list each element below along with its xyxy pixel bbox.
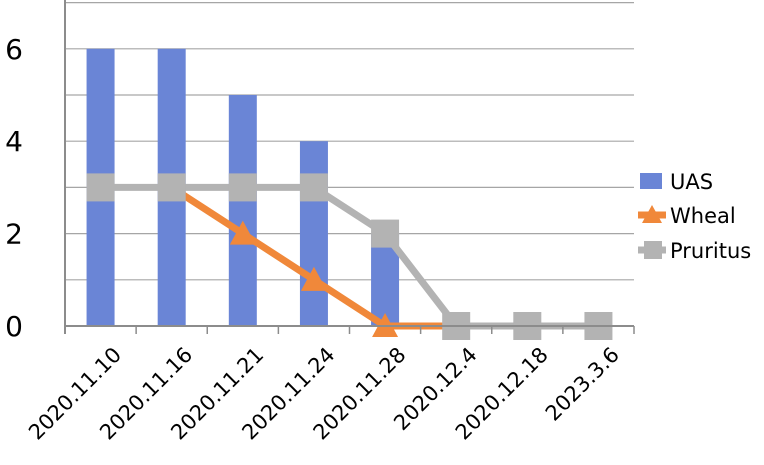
pruritus-point [371,219,400,248]
wheal-legend-label: Wheal [670,204,736,228]
pruritus-legend-marker [644,241,662,259]
uas-bar [299,141,328,326]
pruritus-point [86,173,115,202]
x-tick-label: 2023.3.6 [541,343,624,426]
y-tick-label: 2 [5,218,23,251]
pruritus-point [299,173,328,202]
uas-bar [228,95,257,326]
wheal-point [229,220,256,245]
wheal-point [300,266,327,291]
gridlines [65,1,634,281]
pruritus-point [228,173,257,202]
wheal-legend-marker [642,205,662,223]
uas-legend-swatch [640,173,662,189]
pruritus-legend-label: Pruritus [670,239,751,263]
y-tick-label: 4 [5,125,23,158]
uas-legend-label: UAS [670,170,713,194]
y-tick-label: 6 [5,33,23,66]
pruritus-point [157,173,186,202]
legend: UAS Wheal Pruritus [638,170,751,263]
y-tick-label: 0 [5,310,23,343]
